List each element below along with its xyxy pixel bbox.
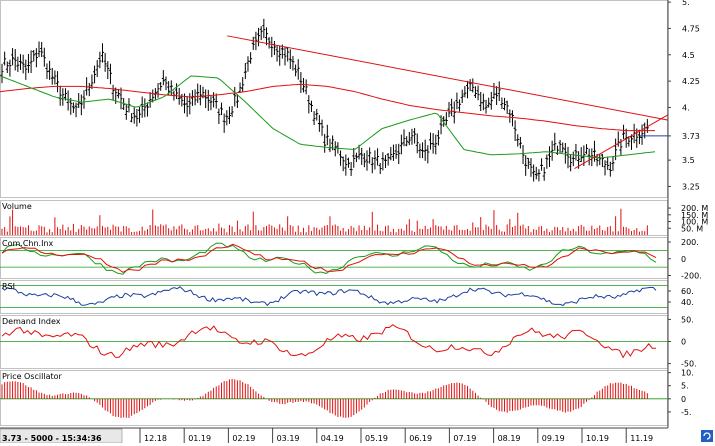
- x-tick-label: 02.19: [232, 434, 255, 443]
- price-y-tick-label: 4.: [682, 103, 690, 112]
- x-tick-label: 09.19: [542, 434, 565, 443]
- refresh-icon: [701, 430, 713, 442]
- x-tick-label: 05.19: [365, 434, 388, 443]
- x-tick-label: 08.19: [498, 434, 521, 443]
- rsi-y-tick-label: 60.: [681, 287, 694, 296]
- panel-title-rsi: RSI: [2, 282, 15, 291]
- cci-y-tick-label: 0: [681, 255, 686, 264]
- moving-average-long-line: [0, 83, 655, 132]
- price-y-tick-label: 4.25: [682, 77, 700, 86]
- cci-signal-line: [1, 243, 657, 273]
- price-y-tick-label: 3.5: [682, 156, 695, 165]
- panel-title-oscillator: Price Oscillator: [2, 372, 63, 381]
- demand-y-tick-label: 50.: [681, 315, 694, 324]
- oscillator-y-tick-label: 5.: [681, 382, 689, 391]
- panel-frame-volume: [0, 200, 668, 236]
- x-tick-label: 10.19: [586, 434, 609, 443]
- volume-y-tick-label: 150. M: [681, 211, 708, 220]
- price-y-tick-label: 3.73: [682, 132, 700, 141]
- panel-title-cci: Com.Chn.Inx: [2, 239, 54, 248]
- x-tick-label: 01.19: [188, 434, 211, 443]
- volume-y-tick-label: 50. M: [681, 224, 703, 233]
- oscillator-bars: [1, 378, 648, 418]
- demand-y-tick-label: 0: [681, 338, 686, 347]
- x-tick-label: 06.19: [409, 434, 432, 443]
- panel-title-volume: Volume: [2, 202, 32, 211]
- price-y-tick-label: 4.75: [682, 24, 700, 33]
- panel-frame-oscillator: [0, 370, 668, 426]
- cci-y-tick-label: -200.: [681, 271, 702, 280]
- demand-index-line: [1, 324, 657, 359]
- oscillator-y-tick-label: 10.: [681, 369, 694, 378]
- panel-frame-cci: [0, 237, 668, 279]
- status-bar-text: 3.73 - 5000 - 15:34:36: [2, 434, 102, 443]
- x-tick-label: 07.19: [453, 434, 476, 443]
- x-tick-label: 03.19: [277, 434, 300, 443]
- x-tick-label: 04.19: [321, 434, 344, 443]
- x-tick-label: 12.18: [144, 434, 167, 443]
- panel-frame-demand: [0, 315, 668, 369]
- cci-y-tick-label: 200.: [681, 238, 699, 247]
- panel-title-demand: Demand Index: [2, 317, 61, 326]
- price-y-tick-label: 4.5: [682, 51, 695, 60]
- rsi-line: [1, 286, 657, 307]
- trendline-2: [574, 114, 669, 169]
- volume-y-tick-label: 100. M: [681, 218, 708, 227]
- panel-frame-price: [0, 0, 668, 198]
- volume-y-tick-label: 200. M: [681, 204, 708, 213]
- price-y-tick-label: 3.25: [682, 182, 700, 191]
- price-y-tick-label: 5.: [682, 0, 690, 7]
- oscillator-y-tick-label: -5.: [681, 408, 692, 417]
- demand-y-tick-label: -50.: [681, 360, 697, 369]
- refresh-icon-bg: [701, 430, 713, 442]
- x-tick-label: 11.19: [630, 434, 653, 443]
- refresh-icon-arrow: [703, 432, 711, 440]
- moving-average-short-line: [0, 75, 656, 159]
- oscillator-y-tick-label: 0: [681, 395, 686, 404]
- volume-bars: [1, 208, 648, 235]
- rsi-y-tick-label: 40.: [681, 298, 694, 307]
- trendline-1: [227, 35, 669, 121]
